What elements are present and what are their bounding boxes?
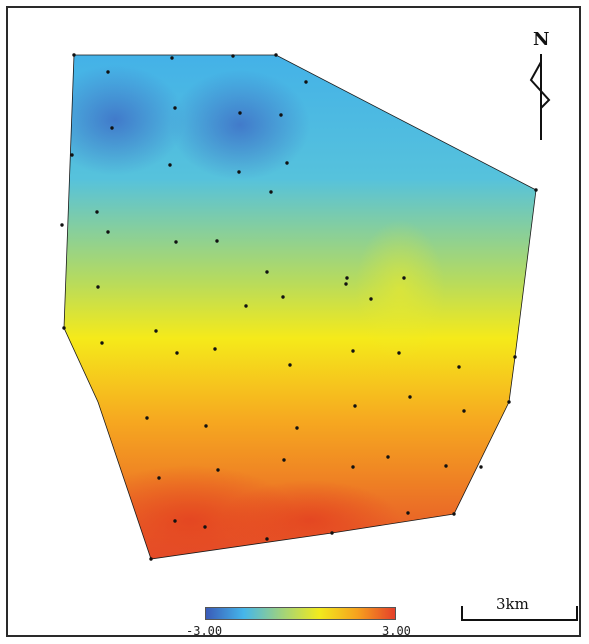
sample-point: [62, 326, 65, 329]
sample-point: [279, 113, 282, 116]
sample-point: [513, 355, 516, 358]
sample-point: [304, 80, 307, 83]
sample-point: [402, 276, 405, 279]
sample-point: [95, 210, 98, 213]
surface: [45, 50, 540, 575]
sample-point: [452, 512, 455, 515]
sample-point: [462, 409, 465, 412]
north-arrow-icon: [531, 54, 549, 140]
sample-point: [479, 465, 482, 468]
sample-point: [281, 295, 284, 298]
sample-point: [174, 240, 177, 243]
sample-point: [154, 329, 157, 332]
sample-point: [168, 163, 171, 166]
sample-point: [106, 230, 109, 233]
sample-point: [173, 106, 176, 109]
sample-point: [351, 465, 354, 468]
sample-point: [386, 455, 389, 458]
sample-point: [369, 297, 372, 300]
sample-point: [408, 395, 411, 398]
scale-bar-label: 3km: [496, 595, 529, 613]
sample-point: [204, 424, 207, 427]
sample-point: [295, 426, 298, 429]
sample-point: [534, 188, 537, 191]
colorbar-min-label: -3.00: [186, 624, 222, 638]
sample-point: [274, 53, 277, 56]
sample-point: [265, 270, 268, 273]
sample-point: [173, 519, 176, 522]
sample-point: [157, 476, 160, 479]
sample-point: [110, 126, 113, 129]
sample-point: [285, 161, 288, 164]
sample-point: [237, 170, 240, 173]
sample-point: [60, 223, 63, 226]
sample-point: [72, 53, 75, 56]
sample-point: [96, 285, 99, 288]
sample-point: [244, 304, 247, 307]
sample-point: [457, 365, 460, 368]
sample-point: [345, 276, 348, 279]
sample-point: [215, 239, 218, 242]
sample-point: [406, 511, 409, 514]
sample-point: [170, 56, 173, 59]
sample-point: [100, 341, 103, 344]
sample-point: [106, 70, 109, 73]
sample-point: [238, 111, 241, 114]
north-label: N: [533, 29, 549, 50]
sample-point: [175, 351, 178, 354]
sample-point: [507, 400, 510, 403]
sample-point: [351, 349, 354, 352]
sample-point: [149, 557, 152, 560]
sample-point: [444, 464, 447, 467]
sample-point: [282, 458, 285, 461]
sample-point: [344, 282, 347, 285]
colorbar-max-label: 3.00: [382, 624, 411, 638]
colorbar: [205, 607, 396, 620]
sample-point: [265, 537, 268, 540]
sample-point: [353, 404, 356, 407]
sample-point: [397, 351, 400, 354]
sample-point: [231, 54, 234, 57]
sample-point: [145, 416, 148, 419]
sample-point: [269, 190, 272, 193]
sample-point: [213, 347, 216, 350]
sample-point: [216, 468, 219, 471]
sample-point: [70, 153, 73, 156]
sample-point: [288, 363, 291, 366]
sample-point: [203, 525, 206, 528]
sample-point: [330, 531, 333, 534]
